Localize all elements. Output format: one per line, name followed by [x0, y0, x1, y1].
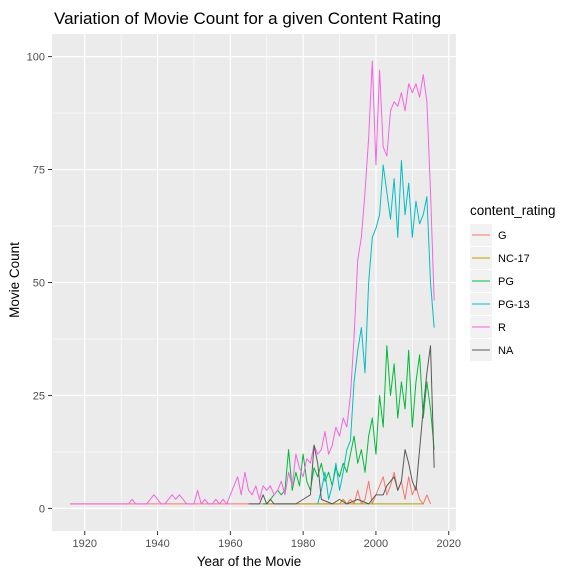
legend-label: PG-13	[498, 299, 530, 311]
chart-title: Variation of Movie Count for a given Con…	[54, 9, 441, 28]
legend-label: NC-17	[498, 253, 530, 265]
legend-label: R	[498, 322, 506, 334]
x-tick-label: 1980	[291, 538, 315, 550]
legend-label: G	[498, 230, 507, 242]
series-line-nc-17	[263, 498, 424, 505]
legend: content_rating G NC-17 PG PG-13 R NA	[470, 203, 556, 361]
x-tick-label: 1920	[73, 538, 97, 550]
axes: 1920 1940 1960 1980 2000 2020 0 25 50 75 100	[27, 52, 461, 550]
grid-lines	[52, 34, 456, 531]
legend-label: NA	[498, 345, 514, 357]
x-tick-label: 2000	[364, 538, 388, 550]
series-line-pg	[263, 345, 435, 505]
y-tick-label: 75	[33, 165, 45, 177]
legend-title: content_rating	[470, 203, 556, 218]
series-line-r	[70, 60, 435, 505]
y-axis-title: Movie Count	[7, 242, 22, 318]
y-tick-label: 50	[33, 278, 45, 290]
x-tick-label: 1940	[145, 538, 169, 550]
y-tick-label: 0	[39, 503, 45, 515]
y-tick-label: 25	[33, 390, 45, 402]
x-tick-label: 1960	[218, 538, 242, 550]
y-tick-label: 100	[27, 52, 45, 64]
series-lines	[70, 60, 435, 505]
series-line-pg-13	[317, 160, 435, 505]
series-line-na	[248, 345, 435, 505]
x-axis-title: Year of the Movie	[197, 554, 302, 569]
x-tick-label: 2020	[436, 538, 460, 550]
legend-label: PG	[498, 276, 514, 288]
